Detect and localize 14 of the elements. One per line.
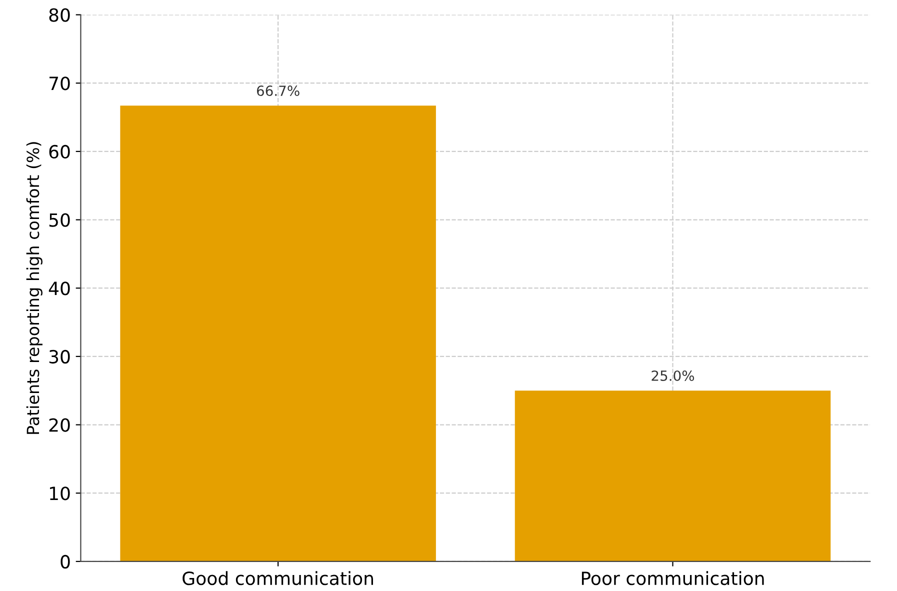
y-tick-label: 0 bbox=[60, 554, 70, 569]
y-tick-label: 40 bbox=[48, 282, 70, 296]
y-tick-label: 10 bbox=[50, 486, 70, 500]
x-tick-label: Poor communication bbox=[582, 571, 764, 586]
y-tick-label: 30 bbox=[49, 350, 70, 364]
y-tick-label: 50 bbox=[49, 213, 70, 227]
data-label: 66.7% bbox=[256, 86, 300, 96]
y-axis-title: Patients reporting high comfort (%) bbox=[26, 142, 42, 434]
y-tick-label: 60 bbox=[49, 144, 70, 159]
y-tick-label: 80 bbox=[49, 8, 70, 22]
y-tick-label: 20 bbox=[49, 418, 70, 432]
data-label: 25.0% bbox=[652, 370, 694, 381]
y-tick-label: 70 bbox=[50, 76, 70, 90]
x-tick-label: Good communication bbox=[182, 571, 373, 586]
